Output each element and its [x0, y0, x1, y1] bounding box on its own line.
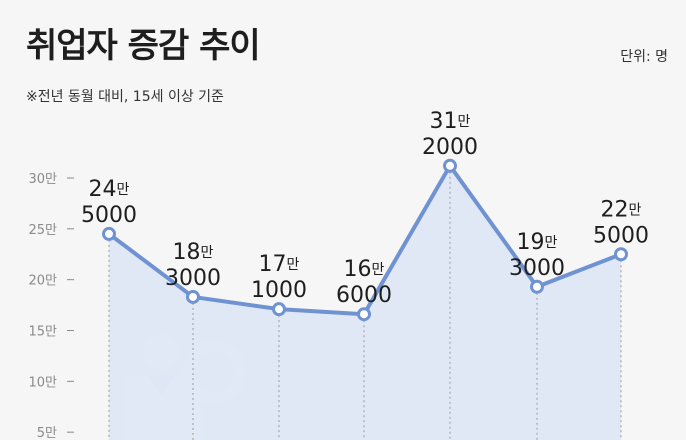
data-point	[530, 279, 544, 294]
svg-text:6000: 6000	[336, 283, 392, 308]
data-point	[272, 302, 286, 317]
data-point	[443, 158, 457, 173]
unit-label: 단위: 명	[620, 49, 668, 65]
data-point	[102, 226, 116, 241]
svg-text:16만: 16만	[344, 257, 385, 282]
svg-text:2000: 2000	[422, 135, 478, 160]
y-tick-label: 25만	[28, 223, 57, 238]
svg-text:19만: 19만	[517, 230, 558, 255]
chart-subtitle: ※전년 동월 대비, 15세 이상 기준	[26, 89, 224, 105]
svg-text:3000: 3000	[165, 266, 221, 291]
svg-text:5000: 5000	[81, 203, 137, 228]
svg-text:3000: 3000	[509, 256, 565, 281]
y-tick-label: 20만	[28, 274, 57, 289]
y-tick-label: 30만	[28, 172, 57, 187]
data-point	[357, 307, 371, 322]
svg-text:22만: 22만	[601, 197, 642, 222]
y-tick-label: 10만	[28, 375, 57, 390]
svg-text:18만: 18만	[173, 240, 214, 265]
svg-text:24만: 24만	[89, 177, 130, 202]
y-tick-label: 5만	[37, 426, 57, 440]
chart-title: 취업자 증감 추이	[26, 26, 261, 66]
svg-text:31만: 31만	[430, 109, 471, 134]
y-tick-label: 15만	[28, 325, 57, 340]
svg-text:5000: 5000	[593, 223, 649, 248]
svg-text:1000: 1000	[251, 278, 307, 303]
data-point	[186, 289, 200, 304]
area-fill	[109, 165, 621, 440]
data-point	[614, 247, 628, 262]
svg-text:17만: 17만	[259, 252, 300, 277]
